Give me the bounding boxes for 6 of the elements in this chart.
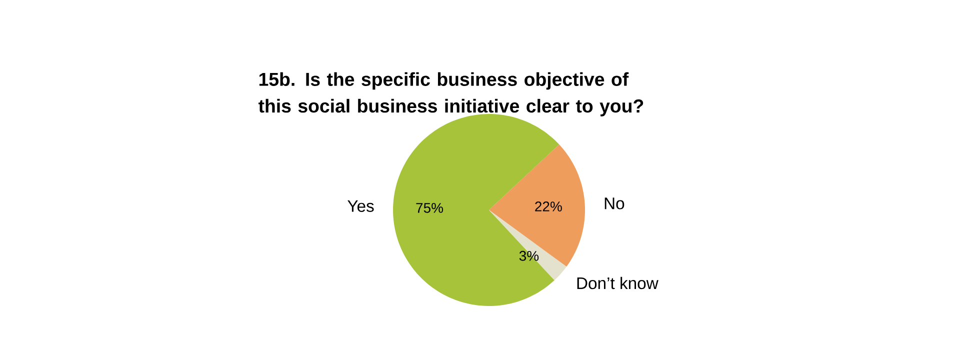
data-label: 75% — [416, 202, 444, 213]
slice-label: Don’t know — [577, 276, 658, 290]
data-label: 22% — [535, 202, 562, 212]
slice-label: Yes — [348, 200, 374, 212]
chart-title: 15b. Is the specific business objective of this social business initiative clear to you? — [258, 72, 644, 116]
slice-label: No — [604, 198, 624, 210]
